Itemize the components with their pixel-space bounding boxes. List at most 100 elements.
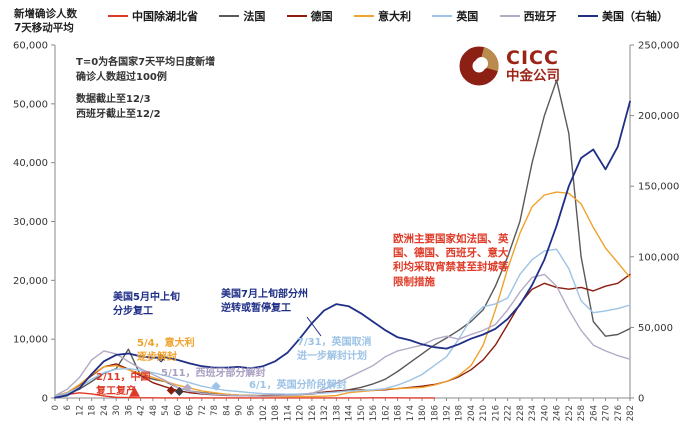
series-line-中国除湖北省: [54, 392, 435, 399]
x-axis-tick-label: 198: [455, 405, 465, 421]
legend-label: 德国: [310, 10, 333, 23]
legend-item-4: 英国: [432, 8, 478, 24]
right-axis-tick-label: 200,000: [638, 111, 679, 122]
event-marker-triangle: [129, 386, 141, 397]
cicc-logo-text: CICC 中金公司: [506, 46, 560, 84]
y-axis-title: 新增确诊人数 7天移动平均: [14, 7, 77, 35]
legend-item-6: 美国（右轴）: [577, 8, 668, 24]
cicc-logo-en: CICC: [506, 46, 559, 69]
legend-swatch-icon: [577, 15, 598, 17]
x-axis-tick-label: 222: [504, 405, 514, 421]
left-axis-tick-label: 40,000: [13, 158, 48, 169]
legend-label: 西班牙: [523, 10, 557, 23]
x-axis-tick-label: 258: [577, 405, 587, 421]
x-axis-tick-label: 120: [296, 405, 306, 421]
x-axis-tick-label: 96: [247, 405, 257, 416]
y-axis-title-line1: 新增确诊人数: [14, 8, 77, 20]
x-axis-tick-label: 84: [222, 405, 232, 416]
x-axis-tick-label: 12: [75, 405, 85, 416]
series-line-美国（右轴）: [54, 100, 631, 399]
series-line-西班牙: [54, 273, 631, 397]
legend-label: 法国: [243, 10, 266, 23]
event-marker-diamond: [156, 353, 166, 363]
legend-swatch-icon: [286, 15, 307, 17]
event-marker-diamond: [211, 381, 221, 391]
left-axis-tick-label: 10,000: [13, 335, 48, 346]
annotation-us-july-pause: 美国7月上旬部分州 逆转或暂停复工: [221, 289, 308, 314]
right-axis-tick-label: 250,000: [638, 41, 679, 52]
right-axis-tick-label: 150,000: [638, 182, 679, 193]
x-axis-tick-label: 246: [553, 405, 563, 421]
x-axis-tick-label: 216: [491, 405, 501, 421]
series-line-英国: [54, 248, 631, 398]
legend-swatch-icon: [219, 15, 240, 17]
left-axis-tick-label: 60,000: [13, 41, 48, 52]
x-axis-tick-label: 186: [430, 405, 440, 421]
x-axis-tick-label: 144: [345, 405, 355, 421]
x-axis-tick-label: 210: [479, 405, 489, 421]
x-axis-tick-label: 234: [528, 405, 538, 421]
x-axis-tick-label: 180: [418, 405, 428, 421]
x-axis-tick-label: 174: [406, 405, 416, 421]
x-axis-tick-label: 114: [283, 405, 293, 421]
legend-label: 中国除湖北省: [132, 10, 198, 23]
x-axis-tick-label: 138: [332, 405, 342, 421]
legend-swatch-icon: [353, 15, 374, 17]
x-axis-tick-label: 36: [124, 405, 134, 416]
x-axis-tick-label: 192: [442, 405, 452, 421]
chart-notes: T=0为各国家7天平均日度新增 确诊人数超过100例 数据截止至12/3 西班牙…: [76, 55, 215, 122]
series-line-德国: [54, 273, 631, 397]
x-axis-tick-label: 204: [467, 405, 477, 421]
annotation-us-may-reopen: 美国5月中上旬 分步复工: [113, 292, 180, 317]
legend-label: 美国（右轴）: [601, 10, 668, 23]
right-axis-tick-label: 0: [638, 394, 644, 405]
x-axis-tick-label: 30: [112, 405, 122, 416]
x-axis-tick-label: 150: [357, 405, 367, 421]
legend-label: 意大利: [377, 10, 411, 23]
right-axis-tick-label: 100,000: [638, 252, 679, 263]
legend-item-3: 意大利: [353, 8, 411, 24]
x-axis-tick-label: 276: [614, 405, 624, 421]
legend-swatch-icon: [499, 15, 520, 17]
event-marker-diamond: [166, 385, 176, 395]
left-axis-tick-label: 50,000: [13, 99, 48, 110]
annotation-spain-reopen: 5/11，西班牙部分解封: [161, 368, 266, 379]
legend-item-5: 西班牙: [499, 8, 557, 24]
legend-item-0: 中国除湖北省: [108, 8, 198, 24]
x-axis-tick-label: 168: [394, 405, 404, 421]
x-axis-tick-label: 60: [173, 405, 183, 416]
x-axis-tick-label: 228: [516, 405, 526, 421]
annotation-uk-phased-reopen: 6/1，英国分阶段解封: [249, 380, 347, 391]
legend-label: 英国: [456, 10, 479, 23]
x-axis-tick-label: 24: [100, 405, 110, 416]
x-axis-tick-label: 270: [602, 405, 612, 421]
x-axis-tick-label: 264: [589, 405, 599, 421]
left-axis-tick-label: 30,000: [13, 217, 48, 228]
cicc-logo-cn: 中金公司: [506, 67, 560, 84]
x-axis-tick-label: 0: [51, 405, 61, 410]
x-axis-tick-label: 72: [198, 405, 208, 416]
note-spain-cutoff: 西班牙截止至12/2: [76, 109, 161, 120]
x-axis-tick-label: 54: [161, 405, 171, 416]
legend-item-1: 法国: [219, 8, 265, 24]
x-axis-tick-label: 102: [259, 405, 269, 421]
cicc-logo: CICC 中金公司: [458, 45, 560, 87]
legend: 中国除湖北省 法国 德国 意大利 英国 西班牙 美国（右轴）: [108, 8, 668, 24]
x-axis-tick-label: 156: [369, 405, 379, 421]
x-axis-tick-label: 126: [308, 405, 318, 421]
note-t0-line1: T=0为各国家7天平均日度新增: [76, 57, 216, 68]
x-axis-tick-label: 240: [540, 405, 550, 421]
x-axis-tick-label: 42: [137, 405, 147, 416]
legend-item-2: 德国: [286, 8, 333, 24]
x-axis-tick-label: 252: [565, 405, 575, 421]
x-axis-tick-label: 282: [626, 405, 636, 421]
x-axis-tick-label: 48: [149, 405, 159, 416]
y-axis-title-line2: 7天移动平均: [14, 22, 74, 35]
x-axis-tick-label: 66: [186, 405, 196, 416]
legend-swatch-icon: [432, 15, 453, 17]
x-axis-tick-label: 162: [381, 405, 391, 421]
note-t0-line2: 确诊人数超过100例: [76, 72, 167, 83]
x-axis-tick-label: 90: [235, 405, 245, 416]
